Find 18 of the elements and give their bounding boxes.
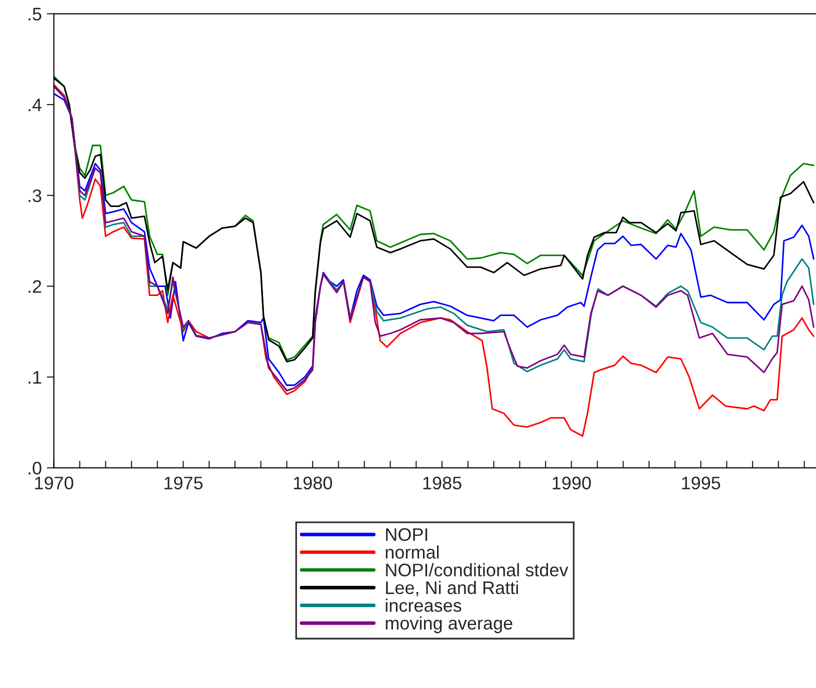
x-tick-label: 1980 [294,476,332,490]
y-tick-label: .1 [28,371,42,384]
legend-label: normal [386,545,439,559]
y-tick-label: .0 [28,462,42,475]
x-tick-label: 1995 [682,476,720,490]
x-tick-label: 1990 [552,476,591,490]
y-tick-label: .4 [28,98,42,112]
y-tick-label: .2 [28,280,42,293]
x-tick-label: 1985 [423,476,462,490]
legend-label: NOPI/conditional stdev [386,563,568,576]
legend-label: moving average [386,616,512,634]
legend-label: increases [386,598,462,612]
y-tick-label: .5 [28,8,42,20]
legend-label: NOPI [386,528,428,541]
x-tick-label: 1970 [35,476,74,490]
x-tick-label: 1975 [164,476,203,490]
y-tick-label: .3 [28,189,42,202]
legend-label: Lee, Ni and Ratti [386,580,518,596]
